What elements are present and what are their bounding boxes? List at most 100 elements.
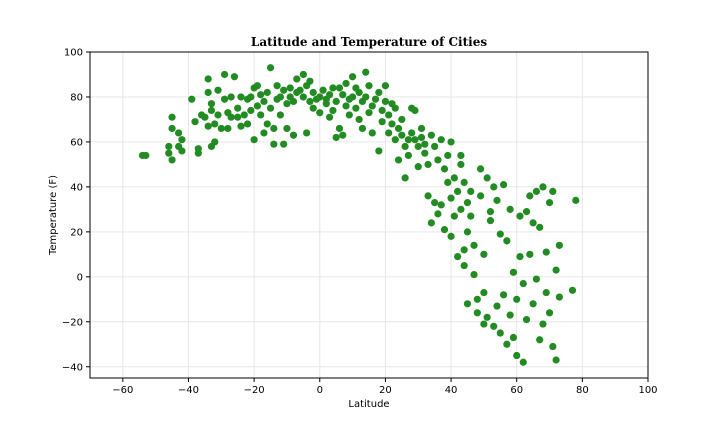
data-point bbox=[283, 100, 291, 108]
data-point bbox=[227, 113, 235, 121]
data-point bbox=[486, 217, 495, 225]
data-point bbox=[450, 212, 458, 220]
data-point bbox=[444, 178, 452, 186]
x-tick-label: −20 bbox=[244, 385, 265, 396]
data-point bbox=[503, 340, 511, 348]
data-point bbox=[368, 102, 376, 110]
data-point bbox=[460, 261, 468, 270]
data-point bbox=[477, 192, 485, 200]
data-point bbox=[431, 199, 439, 207]
data-point bbox=[289, 131, 298, 139]
data-point bbox=[516, 212, 524, 220]
data-point bbox=[536, 223, 544, 231]
x-tick-label: 0 bbox=[317, 385, 323, 396]
data-point bbox=[437, 136, 445, 144]
data-point bbox=[253, 102, 261, 110]
x-tick-label: 80 bbox=[576, 385, 589, 396]
data-point bbox=[414, 142, 422, 151]
data-point bbox=[516, 252, 524, 261]
y-tick-label: −20 bbox=[62, 317, 83, 328]
data-point bbox=[470, 241, 478, 249]
data-point bbox=[391, 104, 399, 112]
data-point bbox=[388, 120, 396, 128]
data-point bbox=[207, 106, 216, 115]
data-point bbox=[529, 219, 537, 227]
data-point bbox=[506, 311, 514, 319]
data-point bbox=[473, 295, 481, 303]
data-point bbox=[348, 73, 357, 81]
data-point bbox=[398, 131, 406, 139]
data-point bbox=[467, 187, 475, 195]
data-point bbox=[178, 147, 186, 155]
data-point bbox=[329, 106, 337, 115]
data-point bbox=[204, 122, 212, 130]
data-point bbox=[473, 309, 481, 317]
data-point bbox=[411, 106, 419, 115]
data-point bbox=[358, 124, 367, 133]
data-point bbox=[194, 149, 202, 157]
data-point bbox=[270, 140, 278, 148]
data-point bbox=[440, 226, 449, 234]
data-point bbox=[201, 113, 209, 121]
x-tick-label: 40 bbox=[445, 385, 458, 396]
plot-frame bbox=[89, 51, 649, 379]
data-point bbox=[513, 295, 521, 303]
data-point bbox=[549, 342, 557, 351]
data-point bbox=[286, 84, 294, 92]
data-point bbox=[260, 97, 268, 106]
x-tick-label: 100 bbox=[638, 385, 657, 396]
data-point bbox=[457, 151, 465, 160]
x-tick-label: −40 bbox=[178, 385, 199, 396]
data-point bbox=[234, 104, 242, 112]
data-point bbox=[306, 97, 314, 106]
data-point bbox=[214, 111, 222, 119]
data-point bbox=[309, 88, 317, 97]
data-point bbox=[529, 300, 537, 308]
data-point bbox=[234, 113, 242, 121]
data-point bbox=[178, 136, 186, 144]
data-point bbox=[480, 288, 488, 297]
data-point bbox=[375, 88, 383, 97]
data-point bbox=[227, 93, 235, 101]
data-point bbox=[506, 205, 514, 213]
data-point bbox=[385, 129, 393, 137]
data-point bbox=[394, 124, 403, 133]
data-point bbox=[463, 228, 472, 236]
data-point bbox=[230, 73, 239, 81]
data-point bbox=[303, 129, 311, 137]
data-point bbox=[316, 93, 324, 101]
data-point bbox=[240, 111, 248, 119]
data-point bbox=[276, 93, 284, 101]
data-point bbox=[545, 309, 554, 317]
data-point bbox=[263, 120, 271, 128]
data-point bbox=[404, 151, 412, 160]
data-point bbox=[447, 232, 455, 240]
data-point bbox=[339, 131, 347, 139]
data-point bbox=[417, 124, 426, 133]
data-point bbox=[408, 129, 416, 137]
data-point bbox=[555, 293, 563, 301]
data-point bbox=[243, 120, 252, 128]
x-tick-label: 60 bbox=[510, 385, 523, 396]
y-tick-label: 80 bbox=[70, 92, 83, 103]
data-point bbox=[499, 181, 508, 189]
data-point bbox=[273, 82, 281, 90]
data-point bbox=[404, 136, 412, 144]
data-point bbox=[237, 122, 245, 130]
data-point bbox=[460, 246, 468, 254]
data-point bbox=[496, 329, 504, 337]
data-point bbox=[552, 266, 560, 274]
data-point bbox=[421, 149, 429, 157]
data-point bbox=[168, 124, 176, 133]
data-point bbox=[326, 113, 334, 121]
data-point bbox=[371, 95, 380, 103]
data-point bbox=[496, 230, 504, 238]
data-point bbox=[319, 86, 327, 94]
data-point bbox=[447, 194, 455, 202]
data-point bbox=[247, 106, 255, 115]
data-point bbox=[253, 82, 261, 90]
data-point bbox=[348, 93, 357, 101]
data-point bbox=[309, 104, 317, 112]
data-point bbox=[365, 82, 373, 90]
y-tick-label: 0 bbox=[77, 272, 83, 283]
